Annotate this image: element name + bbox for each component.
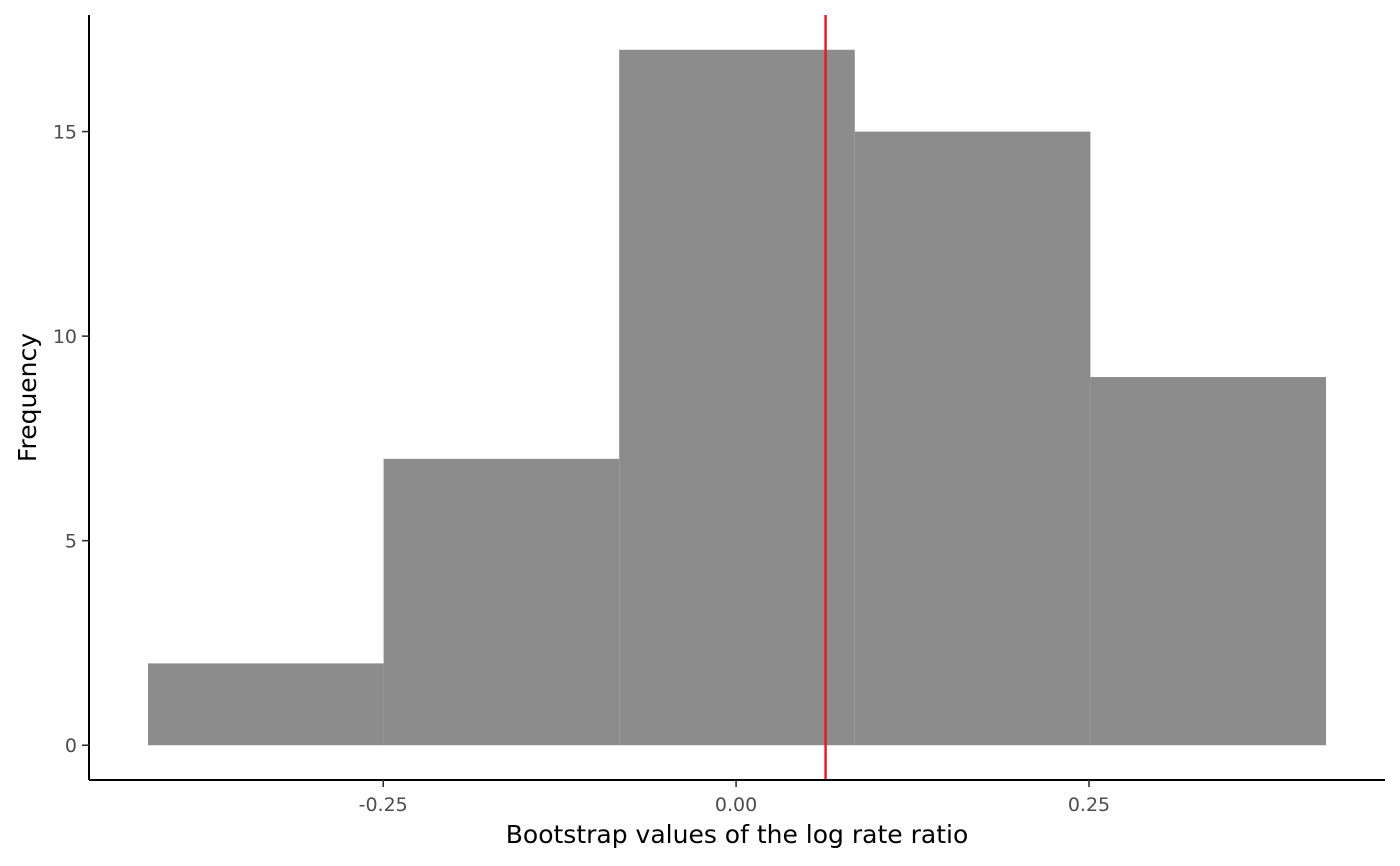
y-tick-label: 15 <box>53 122 77 144</box>
x-ticks: -0.25 0.00 0.25 <box>359 780 1110 816</box>
bars-layer <box>148 49 1326 746</box>
histogram-bar-1 <box>148 663 384 746</box>
y-axis-title: Frequency <box>13 333 42 462</box>
histogram-bar-4 <box>854 131 1091 746</box>
histogram-bar-2 <box>383 458 620 746</box>
histogram-bar-3 <box>619 49 855 746</box>
x-tick-label: -0.25 <box>359 794 408 816</box>
axes-layer <box>88 15 1385 781</box>
y-tick-label: 0 <box>65 735 77 757</box>
x-tick-label: 0.00 <box>715 794 757 816</box>
y-tick-label: 5 <box>65 531 77 553</box>
x-tick-label: 0.25 <box>1068 794 1110 816</box>
y-tick-label: 10 <box>53 326 77 348</box>
y-ticks: 0 5 10 15 <box>53 122 89 757</box>
x-axis-title: Bootstrap values of the log rate ratio <box>506 820 969 849</box>
histogram-bar-5 <box>1090 377 1326 746</box>
